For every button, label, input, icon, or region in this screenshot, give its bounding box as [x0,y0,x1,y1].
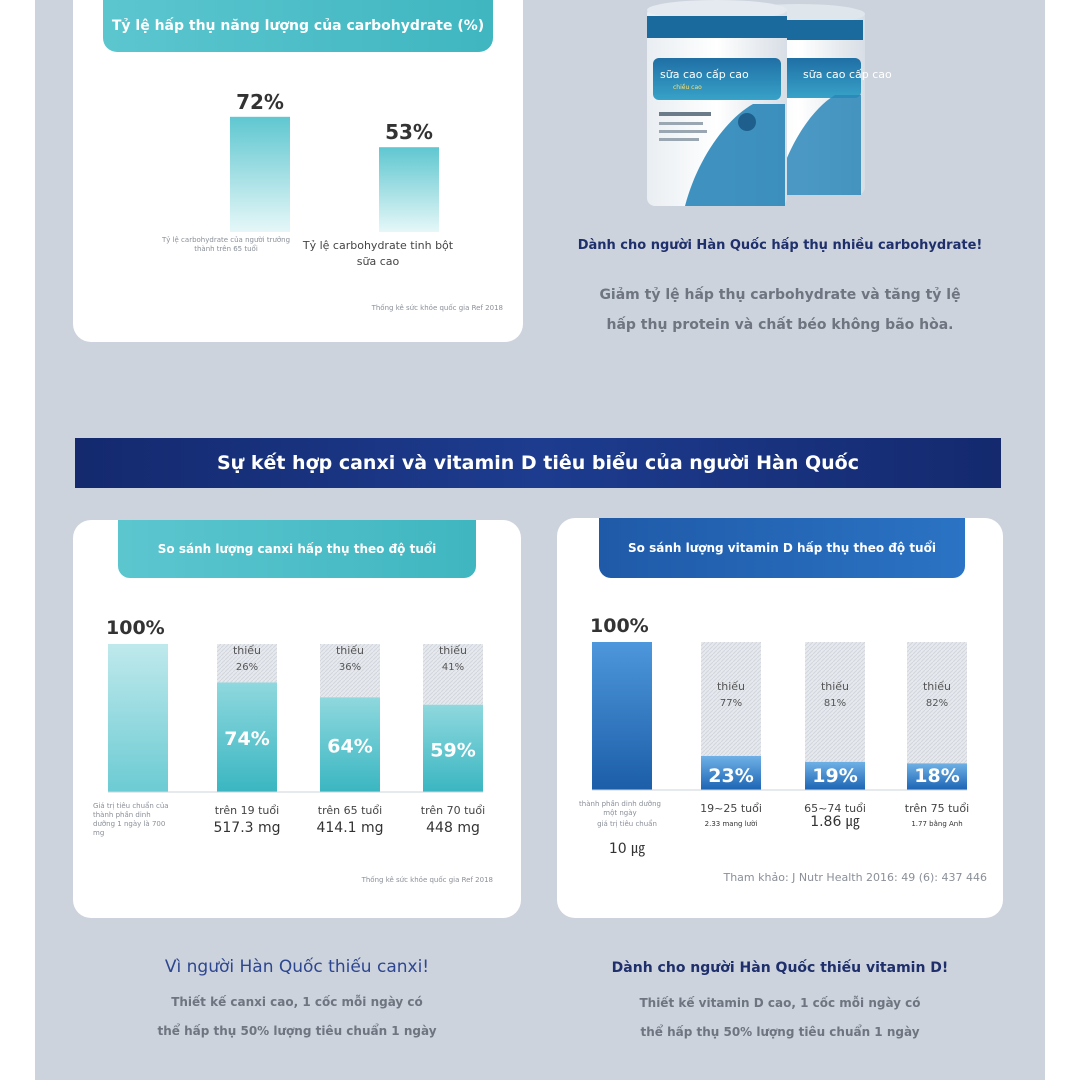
page-background: Tỷ lệ hấp thụ năng lượng của carbohydrat… [35,0,1045,1080]
vitd-bar-chart: 100% 23% thiếu 77% 19~25 tuổi 2.33 mang lười 1… [590,615,969,830]
calcium-shortfall-word-3: thiếu [439,644,467,657]
can-label-back: sữa cao cấp cao [803,68,892,81]
carb-bar-value-1: 72% [236,90,284,114]
calcium-shortfall-bar-3 [423,644,483,705]
vitd-bar-value-2: 23% [708,765,753,787]
calcium-age-label-1: trên 19 tuổi [215,804,279,817]
vitd-shortfall-pct-2: 81% [824,698,846,709]
vitd-footer-line2: thể hấp thụ 50% lượng tiêu chuẩn 1 ngày [640,1025,920,1039]
vitd-bar-2 [701,755,761,790]
calcium-amount-2: 414.1 mg [316,820,383,836]
vitd-shortfall-pct-1: 77% [720,698,742,709]
calcium-age-label-2: trên 65 tuổi [318,804,382,817]
vitd-shortfall-bar-3 [907,642,967,764]
calcium-bar-4 [423,704,483,792]
calcium-ref-label: Giá trị tiêu chuẩn của thành phần dinh d… [93,802,169,837]
vitd-age-label-1: 19~25 tuổi [700,802,762,815]
carb-card: Tỷ lệ hấp thụ năng lượng của carbohydrat… [73,0,523,342]
vitd-bar-value-3: 19% [812,765,857,787]
calcium-age-label-3: trên 70 tuổi [421,804,485,817]
vitd-amount-3: 1.77 bằng Anh [911,819,962,828]
vitd-shortfall-bar-2 [805,642,865,762]
calcium-bar-2 [217,682,277,792]
calcium-bar-value-2: 74% [224,728,269,750]
vitd-age-label-3: trên 75 tuổi [905,802,969,815]
can-label-front: sữa cao cấp cao [660,68,749,81]
vitd-bar-1 [592,642,652,790]
vitd-shortfall-pct-3: 82% [926,698,948,709]
calcium-bar-chart: 100% 74% thiếu 26% trên 19 tuổi 517.3 mg 64% th… [106,617,485,836]
calcium-bar-value-1: 100% [106,617,165,639]
calcium-amount-1: 517.3 mg [213,820,280,836]
calcium-footer-line1: Thiết kế canxi cao, 1 cốc mỗi ngày có [171,995,423,1009]
vitd-ref-label1: thành phần dinh dưỡng một ngày [579,800,661,817]
calcium-shortfall-pct-3: 41% [442,662,464,673]
vitd-shortfall-word-1: thiếu [717,680,745,693]
vitd-footer-title: Dành cho người Hàn Quốc thiếu vitamin D! [611,960,949,976]
carb-bar1-label: Tỷ lệ carbohydrate của người trưởng thàn… [161,236,291,253]
vitd-card-header: So sánh lượng vitamin D hấp thụ theo độ … [599,518,965,578]
carb-bar-value-2: 53% [385,120,433,144]
calcium-bar-value-4: 59% [430,739,475,761]
carb-source-note: Thống kê sức khỏe quốc gia Ref 2018 [371,304,503,312]
vitd-shortfall-word-2: thiếu [821,680,849,693]
section-banner: Sự kết hợp canxi và vitamin D tiêu biểu … [75,438,1001,488]
calcium-card: So sánh lượng canxi hấp thụ theo độ tuổi… [73,520,521,918]
calcium-shortfall-pct-2: 36% [339,662,361,673]
vitd-source-note: Tham khảo: J Nutr Health 2016: 49 (6): 4… [723,871,987,884]
vitd-bar-4 [907,763,967,790]
carb-bar-2 [379,147,439,232]
calcium-footer-title: Vì người Hàn Quốc thiếu canxi! [164,957,430,977]
calcium-bar-3 [320,697,380,792]
vitd-amount-1: 2.33 mang lười [705,820,758,828]
calcium-shortfall-bar-1 [217,644,277,683]
carb-bar-1 [230,116,290,232]
calcium-shortfall-pct-1: 26% [236,662,258,673]
vitd-bar-3 [805,761,865,790]
vitd-amount-2: 1.86 ㎍ [810,814,860,830]
vitd-bar-value-4: 18% [914,765,959,787]
vitd-bar-value-1: 100% [590,615,649,637]
vitd-shortfall-word-3: thiếu [923,680,951,693]
calcium-shortfall-word-2: thiếu [336,644,364,657]
product-title: Dành cho người Hàn Quốc hấp thụ nhiều ca… [577,238,983,253]
product-cans-image [647,0,865,206]
vitd-ref-label2: giá trị tiêu chuẩn [597,820,657,828]
calcium-shortfall-bar-2 [320,644,380,698]
calcium-source-note: Thống kê sức khỏe quốc gia Ref 2018 [361,876,493,884]
calcium-card-header: So sánh lượng canxi hấp thụ theo độ tuổi [118,520,476,578]
calcium-bar-value-3: 64% [327,736,372,758]
can-sublabel-front: chiều cao [673,84,702,91]
vitd-footer-line1: Thiết kế vitamin D cao, 1 cốc mỗi ngày c… [639,996,921,1010]
vitd-card: So sánh lượng vitamin D hấp thụ theo độ … [557,518,1003,918]
carb-bar2-label: Tỷ lệ carbohydrate tinh bột sữa cao [302,239,454,268]
carb-card-header: Tỷ lệ hấp thụ năng lượng của carbohydrat… [103,0,493,52]
calcium-footer-line2: thể hấp thụ 50% lượng tiêu chuẩn 1 ngày [157,1024,437,1038]
calcium-amount-3: 448 mg [426,820,480,836]
product-desc-line2: hấp thụ protein và chất béo không bão hò… [606,317,954,333]
vitd-ref-amount: 10 ㎍ [608,841,646,857]
vitd-shortfall-bar-1 [701,642,761,756]
calcium-bar-1 [108,644,168,792]
vitd-age-label-2: 65~74 tuổi [804,802,866,815]
carb-bar-chart: 72% 53% [230,90,439,232]
product-desc-line1: Giảm tỷ lệ hấp thụ carbohydrate và tăng … [599,287,961,303]
calcium-shortfall-word-1: thiếu [233,644,261,657]
